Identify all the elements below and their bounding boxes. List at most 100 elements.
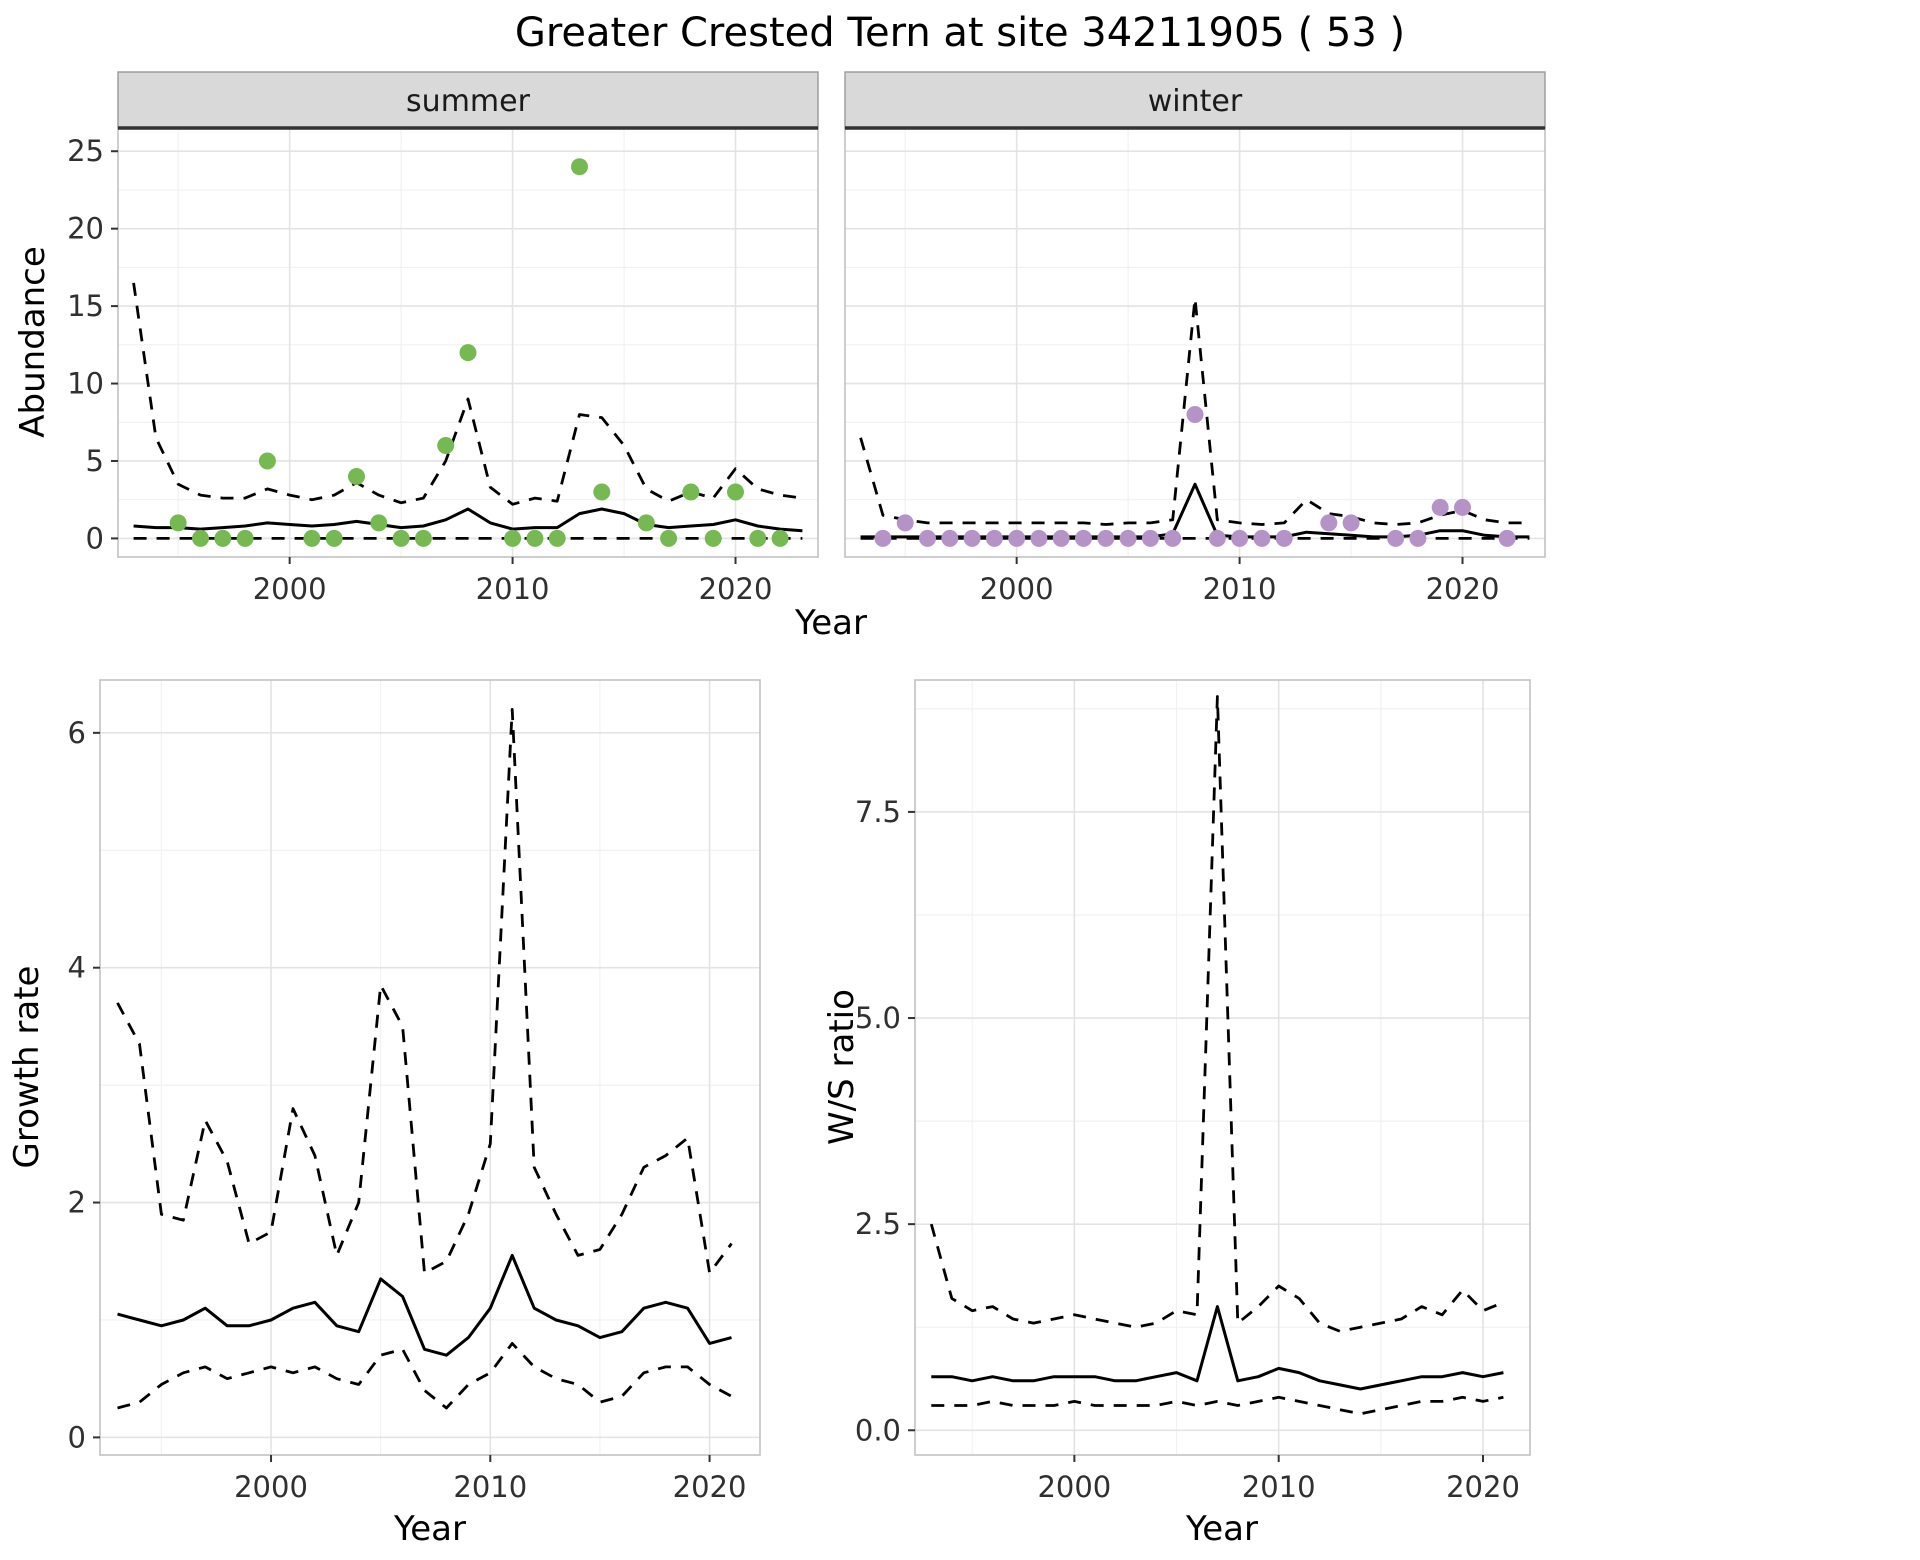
winter-abundance-observation-point	[1431, 498, 1449, 516]
summer-abundance-observation-point	[660, 529, 678, 547]
summer-abundance-upper-ci-line	[132, 282, 803, 506]
winter-abundance-observation-point	[1208, 529, 1226, 547]
winter-abundance-panel: winter 2000 2010 2020	[844, 71, 1546, 606]
summer-abundance-y-tick-label: 15	[67, 289, 104, 323]
winter-abundance-observation-point	[919, 529, 936, 547]
winter-abundance-observation-point	[1141, 529, 1159, 547]
winter-abundance-observation-point	[1186, 406, 1204, 423]
summer-abundance-observation-point	[593, 483, 611, 501]
winter-abundance-observation-point	[1253, 529, 1271, 547]
summer-abundance-observation-point	[258, 452, 276, 470]
top-year-axis-title: Year	[794, 603, 867, 643]
summer-abundance-observation-point	[348, 468, 365, 485]
winter-abundance-upper-ci-line	[859, 297, 1530, 526]
winter-abundance-facet-strip	[844, 71, 1546, 129]
summer-abundance-y-tick-label: 0	[86, 521, 104, 555]
figure-title: Greater Crested Tern at site 34211905 ( …	[514, 10, 1406, 56]
summer-abundance-observation-point	[682, 483, 700, 501]
ws-ratio-x-tick-label: 2010	[1242, 1470, 1316, 1504]
winter-abundance-observation-point	[1231, 529, 1249, 547]
growth-rate-panel: 2000 2010 2020 0 2 4 6	[68, 679, 761, 1504]
summer-abundance-observation-point	[637, 514, 655, 532]
summer-abundance-y-tick-label: 5	[86, 444, 104, 478]
summer-abundance-facet-label: summer	[406, 84, 531, 119]
summer-abundance-observation-point	[704, 529, 722, 547]
winter-abundance-observation-point	[1454, 498, 1471, 516]
winter-abundance-observation-point	[1008, 529, 1026, 547]
summer-abundance-observation-point	[325, 529, 343, 547]
winter-abundance-observation-point	[985, 529, 1003, 547]
ws-ratio-y-tick-label: 0.0	[855, 1413, 901, 1447]
growth-rate-y-tick-label: 6	[68, 716, 86, 750]
summer-abundance-observation-point	[571, 158, 588, 176]
winter-abundance-observation-point	[1320, 514, 1338, 532]
summer-abundance-observation-point	[749, 529, 767, 547]
summer-abundance-x-tick-label: 2010	[476, 572, 550, 606]
winter-abundance-observation-point	[1409, 529, 1427, 547]
growth-rate-upper-ci-line	[116, 708, 733, 1275]
summer-abundance-facet-strip	[117, 71, 819, 129]
summer-abundance-observation-point	[771, 529, 789, 547]
summer-abundance-panel: summer 2000 2010 2020 0 5 10 15 20 25	[67, 71, 819, 606]
summer-abundance-observation-point	[303, 529, 321, 547]
summer-abundance-x-tick-label: 2020	[699, 572, 773, 606]
ws-ratio-x-tick-label: 2000	[1037, 1470, 1111, 1504]
winter-abundance-observation-point	[1075, 529, 1092, 547]
winter-abundance-observation-point	[1342, 514, 1360, 532]
summer-abundance-observation-point	[548, 529, 566, 547]
summer-abundance-y-tick-label: 25	[67, 134, 104, 168]
ws-ratio-panel: 2000 2010 2020 0.0 2.5 5.0 7.5	[855, 679, 1531, 1504]
growth-rate-median-line	[117, 1253, 732, 1357]
winter-abundance-observation-point	[1119, 529, 1137, 547]
winter-abundance-observation-point	[874, 529, 892, 547]
winter-abundance-observation-point	[941, 529, 959, 547]
summer-abundance-observation-point	[504, 529, 522, 547]
growth-rate-x-tick-label: 2020	[673, 1470, 747, 1504]
summer-abundance-observation-point	[459, 344, 477, 362]
growth-rate-y-tick-label: 2	[68, 1186, 86, 1220]
growth-rate-x-tick-label: 2000	[234, 1470, 308, 1504]
summer-abundance-observation-point	[370, 514, 388, 532]
abundance-axis-title: Abundance	[13, 246, 53, 438]
summer-abundance-y-tick-label: 20	[67, 212, 104, 246]
winter-abundance-observation-point	[1030, 529, 1048, 547]
winter-abundance-observation-point	[896, 514, 914, 532]
winter-abundance-facet-label: winter	[1148, 84, 1243, 119]
summer-abundance-observation-point	[526, 529, 544, 547]
ws-year-axis-title: Year	[1185, 1509, 1258, 1549]
ws-ratio-x-tick-label: 2020	[1446, 1470, 1520, 1504]
winter-abundance-observation-point	[1387, 529, 1405, 547]
growth-rate-y-tick-label: 0	[68, 1420, 86, 1454]
growth-year-axis-title: Year	[393, 1509, 466, 1549]
summer-abundance-observation-point	[192, 529, 209, 547]
summer-abundance-y-tick-label: 10	[67, 367, 104, 401]
ws-ratio-median-line	[931, 1305, 1504, 1391]
growth-rate-lower-ci-line	[117, 1342, 733, 1410]
winter-abundance-observation-point	[1097, 529, 1115, 547]
winter-abundance-observation-point	[963, 529, 981, 547]
winter-abundance-x-tick-label: 2010	[1203, 572, 1277, 606]
ws-ratio-y-tick-label: 5.0	[855, 1001, 901, 1035]
winter-abundance-x-tick-label: 2020	[1426, 572, 1500, 606]
winter-abundance-observation-point	[1498, 529, 1516, 547]
summer-abundance-x-tick-label: 2000	[253, 572, 327, 606]
summer-abundance-observation-point	[727, 483, 744, 501]
ws-ratio-lower-ci-line	[931, 1395, 1504, 1416]
growth-rate-x-tick-label: 2010	[453, 1470, 527, 1504]
summer-abundance-observation-point	[169, 514, 187, 532]
summer-abundance-median-line	[133, 507, 803, 533]
winter-abundance-observation-point	[1052, 529, 1070, 547]
ws-ratio-y-tick-label: 2.5	[855, 1207, 901, 1241]
growth-rate-y-tick-label: 4	[68, 951, 86, 985]
winter-abundance-observation-point	[1164, 529, 1182, 547]
summer-abundance-observation-point	[437, 437, 455, 454]
ws-ratio-y-tick-label: 7.5	[855, 795, 901, 829]
summer-abundance-observation-point	[392, 529, 410, 547]
growth-rate-axis-title: Growth rate	[7, 966, 47, 1169]
ws-ratio-upper-ci-line	[929, 695, 1504, 1333]
summer-abundance-observation-point	[236, 529, 254, 547]
winter-abundance-x-tick-label: 2000	[980, 572, 1054, 606]
winter-abundance-observation-point	[1275, 529, 1293, 547]
